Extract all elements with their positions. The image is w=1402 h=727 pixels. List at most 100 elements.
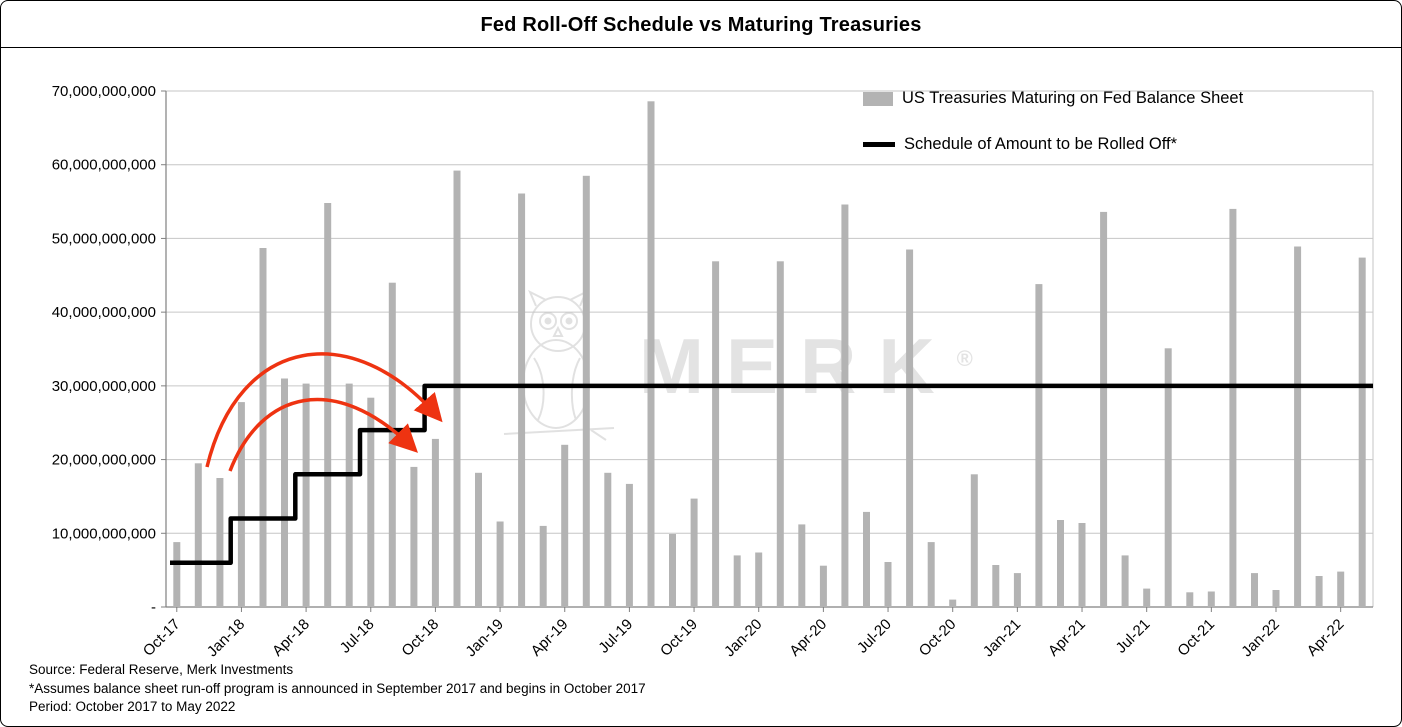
treasury-maturity-bar bbox=[367, 397, 375, 607]
y-axis-label: 40,000,000,000 bbox=[52, 304, 156, 321]
treasury-maturity-bar bbox=[1143, 588, 1151, 607]
treasury-maturity-bar bbox=[1100, 211, 1108, 607]
x-axis-label: Oct-21 bbox=[1174, 616, 1218, 660]
y-axis-label: 30,000,000,000 bbox=[52, 378, 156, 395]
y-axis-label: 60,000,000,000 bbox=[52, 157, 156, 174]
treasury-maturity-bar bbox=[475, 472, 482, 607]
treasury-maturity-bar bbox=[1251, 573, 1258, 607]
legend-item-bars: US Treasuries Maturing on Fed Balance Sh… bbox=[863, 89, 1243, 108]
treasury-maturity-bar bbox=[1078, 523, 1086, 607]
treasury-maturity-bar bbox=[755, 552, 763, 607]
x-axis-label: Jul-21 bbox=[1113, 616, 1154, 657]
treasury-maturity-bar bbox=[992, 565, 1000, 607]
y-axis-label: 70,000,000,000 bbox=[52, 83, 156, 100]
treasury-maturity-bar bbox=[733, 555, 741, 607]
treasury-maturity-bar bbox=[388, 282, 396, 607]
x-axis-label: Oct-19 bbox=[657, 616, 701, 660]
y-axis-label: 20,000,000,000 bbox=[52, 452, 156, 469]
treasury-maturity-bar bbox=[173, 542, 181, 607]
legend-bars-label: US Treasuries Maturing on Fed Balance Sh… bbox=[902, 89, 1244, 107]
annotation-arrow-outer bbox=[205, 352, 443, 468]
treasury-maturity-bar bbox=[431, 438, 439, 607]
treasury-maturity-bar bbox=[1121, 555, 1129, 607]
treasury-maturity-bar bbox=[324, 203, 332, 607]
treasury-maturity-bar bbox=[1229, 208, 1237, 607]
x-axis-label: Apr-22 bbox=[1304, 616, 1348, 660]
treasury-maturity-bar bbox=[1013, 573, 1021, 607]
line-swatch-icon bbox=[863, 142, 895, 147]
y-axis-label: - bbox=[151, 599, 156, 616]
legend-line-label: Schedule of Amount to be Rolled Off* bbox=[904, 135, 1178, 153]
treasury-maturity-bar bbox=[776, 261, 784, 607]
treasury-maturity-bar bbox=[1057, 520, 1064, 607]
treasury-maturity-bar bbox=[1035, 284, 1043, 607]
x-axis-label: Apr-21 bbox=[1045, 616, 1089, 660]
treasury-maturity-bar bbox=[561, 444, 569, 607]
treasury-maturity-bar bbox=[281, 378, 288, 607]
treasury-maturity-bar bbox=[906, 249, 914, 607]
treasury-maturity-bar bbox=[1358, 257, 1366, 607]
x-axis-label: Jan-18 bbox=[204, 616, 248, 660]
treasury-maturity-bar bbox=[496, 521, 504, 607]
x-axis-label: Oct-17 bbox=[140, 616, 184, 660]
treasury-maturity-bar bbox=[669, 534, 676, 607]
x-axis-label: Jan-19 bbox=[462, 616, 506, 660]
y-axis-label: 10,000,000,000 bbox=[52, 525, 156, 542]
treasury-maturity-bar bbox=[604, 472, 612, 607]
treasury-maturity-bar bbox=[302, 383, 310, 607]
legend-item-line: Schedule of Amount to be Rolled Off* bbox=[863, 135, 1243, 154]
treasury-maturity-bar bbox=[1186, 592, 1194, 607]
treasury-maturity-bar bbox=[798, 524, 806, 607]
treasury-maturity-bar bbox=[841, 204, 849, 607]
bar-swatch-icon bbox=[863, 91, 893, 106]
period-note: Period: October 2017 to May 2022 bbox=[29, 699, 236, 715]
treasury-maturity-bar bbox=[518, 193, 526, 607]
x-axis-label: Jan-22 bbox=[1238, 616, 1282, 660]
title-divider bbox=[1, 47, 1401, 48]
treasury-maturity-bar bbox=[453, 170, 461, 607]
treasury-maturity-bar bbox=[345, 383, 353, 607]
x-axis-label: Oct-20 bbox=[916, 616, 960, 660]
x-axis-label: Jul-19 bbox=[595, 616, 636, 657]
treasury-maturity-bar bbox=[927, 542, 935, 607]
treasury-maturity-bar bbox=[1294, 246, 1302, 607]
x-axis-label: Oct-18 bbox=[398, 616, 442, 660]
treasury-maturity-bar bbox=[949, 599, 957, 607]
chart-title: Fed Roll-Off Schedule vs Maturing Treasu… bbox=[480, 14, 922, 36]
treasury-maturity-bar bbox=[216, 478, 224, 607]
y-axis-label: 50,000,000,000 bbox=[52, 230, 156, 247]
footer-notes: Source: Federal Reserve, Merk Investment… bbox=[29, 661, 646, 717]
treasury-maturity-bar bbox=[819, 565, 827, 607]
treasury-maturity-bar bbox=[194, 463, 202, 607]
legend: US Treasuries Maturing on Fed Balance Sh… bbox=[863, 89, 1243, 181]
treasury-maturity-bar bbox=[259, 248, 267, 607]
treasury-maturity-bar bbox=[1164, 348, 1172, 607]
treasury-maturity-bar bbox=[410, 466, 418, 607]
treasury-maturity-bar bbox=[863, 511, 870, 607]
x-axis-label: Jan-20 bbox=[721, 616, 765, 660]
x-axis-label: Apr-19 bbox=[528, 616, 572, 660]
treasury-maturity-bar bbox=[690, 498, 698, 607]
annotation-arrow-inner bbox=[228, 397, 418, 472]
assumption-note: *Assumes balance sheet run-off program i… bbox=[29, 680, 646, 696]
treasury-maturity-bar bbox=[1207, 591, 1215, 607]
x-axis-label: Jul-20 bbox=[854, 616, 895, 657]
x-axis-label: Apr-20 bbox=[786, 616, 830, 660]
treasury-maturity-bar bbox=[539, 525, 547, 607]
x-axis-label: Apr-18 bbox=[269, 616, 313, 660]
treasury-maturity-bar bbox=[647, 101, 655, 608]
source-note: Source: Federal Reserve, Merk Investment… bbox=[29, 662, 294, 678]
x-axis-label: Jan-21 bbox=[980, 616, 1024, 660]
treasury-maturity-bar bbox=[237, 402, 245, 607]
treasury-maturity-bar bbox=[884, 562, 892, 607]
treasury-maturity-bar bbox=[582, 175, 590, 608]
x-axis-label: Jul-18 bbox=[337, 616, 378, 657]
treasury-maturity-bar bbox=[1272, 590, 1280, 607]
treasury-maturity-bar bbox=[970, 474, 978, 607]
treasury-maturity-bar bbox=[625, 483, 633, 607]
treasury-maturity-bar bbox=[1315, 576, 1323, 607]
treasury-maturity-bar bbox=[1337, 571, 1345, 607]
treasury-maturity-bar bbox=[712, 261, 720, 607]
